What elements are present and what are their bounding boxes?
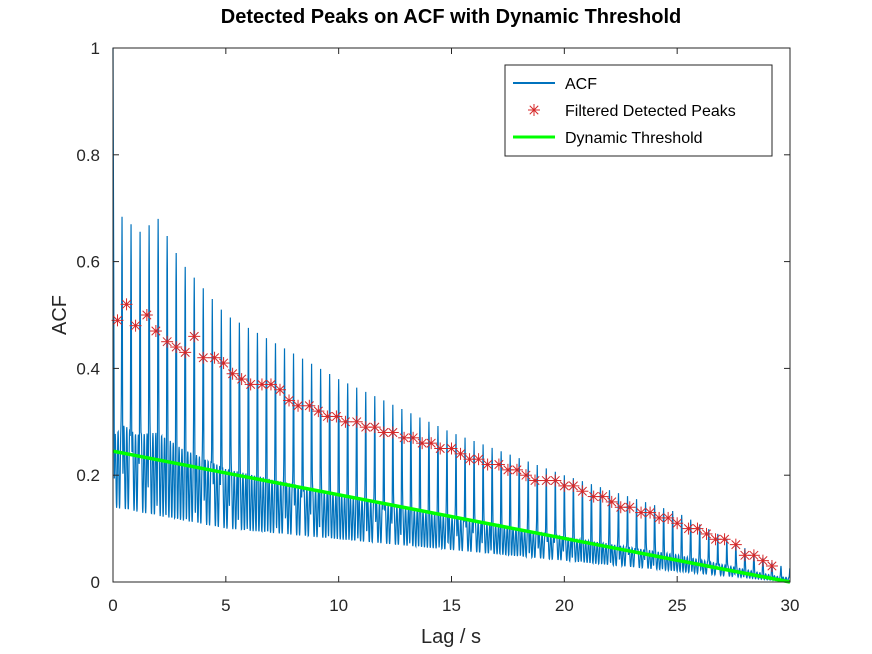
threshold-line (112, 449, 791, 584)
peak-marker (576, 485, 589, 498)
peak-marker (492, 458, 505, 471)
peak-marker (407, 431, 420, 444)
peak-marker (303, 399, 316, 412)
peak-marker (264, 378, 277, 391)
peak-marker (445, 442, 458, 455)
peak-marker (729, 538, 742, 551)
x-tick-label: 0 (108, 596, 117, 615)
peak-marker (273, 383, 286, 396)
peak-marker (540, 474, 553, 487)
peak-marker (161, 335, 174, 348)
legend-acf-label: ACF (565, 76, 597, 93)
peak-marker (765, 559, 778, 572)
peak-marker (350, 415, 363, 428)
peak-marker (386, 426, 399, 439)
peak-marker (129, 319, 142, 332)
peak-marker (596, 490, 609, 503)
y-tick-label: 0.4 (76, 359, 100, 378)
peak-marker (170, 341, 183, 354)
legend-peak-asterisk (528, 104, 540, 116)
peak-marker (653, 511, 666, 524)
y-tick-label: 0.2 (76, 466, 100, 485)
peak-marker (197, 351, 210, 364)
peak-marker (434, 442, 447, 455)
peak-marker (481, 458, 494, 471)
x-tick-label: 25 (668, 596, 687, 615)
chart-title: Detected Peaks on ACF with Dynamic Thres… (221, 6, 681, 28)
peak-marker (398, 431, 411, 444)
peak-marker (235, 373, 248, 386)
peak-marker (425, 437, 438, 450)
x-tick-label: 5 (221, 596, 230, 615)
y-tick-label: 0.8 (76, 146, 100, 165)
peak-marker (463, 453, 476, 466)
peak-marker (671, 517, 684, 530)
x-tick-label: 20 (555, 596, 574, 615)
peaks-series (111, 298, 778, 572)
peak-marker (510, 463, 523, 476)
legend-peaks-label: Filtered Detected Peaks (565, 103, 736, 120)
peak-marker (120, 298, 133, 311)
peak-marker (549, 474, 562, 487)
peak-marker (454, 447, 467, 460)
peak-marker (208, 351, 221, 364)
peak-marker (140, 309, 153, 321)
x-axis-label: Lag / s (421, 626, 481, 648)
y-tick-label: 1 (91, 39, 100, 58)
peak-marker (662, 511, 675, 524)
y-tick-label: 0.6 (76, 253, 100, 272)
peak-marker (244, 378, 257, 391)
y-axis: 0 0.2 0.4 0.6 0.8 1 (76, 39, 790, 592)
legend-box (504, 64, 773, 157)
legend: ACF Filtered Detected Peaks Dynamic Thre… (504, 64, 773, 157)
peak-marker (567, 479, 580, 492)
peak-marker (528, 474, 541, 487)
peak-marker (519, 469, 532, 482)
peak-marker (217, 357, 230, 370)
peak-marker (756, 554, 769, 567)
peak-marker (312, 405, 325, 418)
legend-threshold-label: Dynamic Threshold (565, 130, 703, 147)
peak-marker (339, 415, 352, 428)
acf-series (112, 47, 791, 583)
y-axis-label: ACF (49, 295, 71, 335)
x-axis: 0 5 10 15 20 25 30 (108, 48, 799, 615)
x-tick-label: 30 (781, 596, 800, 615)
peak-marker (700, 527, 713, 540)
peak-marker (283, 394, 296, 407)
acf-line (112, 47, 791, 583)
peak-marker (377, 426, 390, 439)
peak-marker (747, 549, 760, 562)
peak-marker (368, 421, 381, 434)
peak-marker (179, 346, 192, 359)
legend-peaks-swatch (528, 104, 540, 116)
peak-marker (188, 330, 201, 343)
peak-marker (472, 453, 485, 466)
x-tick-label: 10 (329, 596, 348, 615)
peak-marker (644, 506, 657, 519)
peak-marker (330, 410, 343, 423)
peak-marker (718, 533, 731, 546)
x-tick-label: 15 (442, 596, 461, 615)
threshold-series (112, 449, 791, 584)
y-tick-label: 0 (91, 573, 100, 592)
peak-marker (111, 314, 124, 327)
peak-marker (292, 399, 305, 412)
peak-marker (605, 495, 618, 508)
peak-marker (149, 325, 162, 338)
peak-marker (691, 522, 704, 535)
peak-marker (623, 501, 636, 514)
peak-marker (226, 367, 239, 380)
